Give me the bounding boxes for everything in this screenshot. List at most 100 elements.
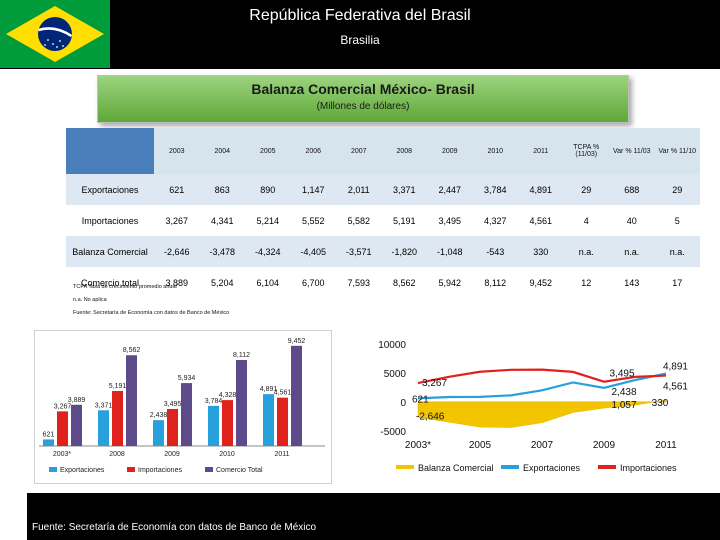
table-cell: 6,104 (245, 267, 291, 298)
table-cell: 3,784 (472, 174, 518, 205)
legend-label: Exportaciones (60, 467, 105, 474)
table-cell: 330 (518, 236, 564, 267)
table-cell: 29 (654, 174, 700, 205)
title-banner: Balanza Comercial México- Brasil (Millon… (97, 75, 629, 123)
table-cell: 40 (609, 205, 655, 236)
bar-comercio-total (71, 404, 82, 446)
column-header: 2010 (472, 128, 518, 174)
bar-value-label: 9,452 (288, 338, 306, 345)
note-source: Fuente: Secretaría de Economía con datos… (73, 310, 230, 316)
bar-value-label: 5,191 (109, 383, 127, 390)
table-cell: -3,571 (336, 236, 382, 267)
table-cell: 9,452 (518, 267, 564, 298)
bar-exportaciones (263, 394, 274, 446)
column-header: 2011 (518, 128, 564, 174)
data-label: 3,495 (609, 369, 634, 380)
table-row: Balanza Comercial -2,646 -3,478 -4,324 -4,40… (66, 236, 700, 267)
legend-swatch (396, 465, 414, 469)
column-header: 2003 (154, 128, 200, 174)
row-label: Balanza Comercial (66, 236, 154, 267)
bar-value-label: 3,889 (68, 397, 86, 404)
bar-exportaciones (208, 405, 219, 446)
bar-value-label: 3,784 (205, 398, 223, 405)
table-row: Comercio total 3,889 5,204 6,104 6,700 7,593 8… (66, 267, 700, 298)
x-tick-label: 2003* (405, 440, 431, 451)
table-cell: 3,889 (154, 267, 200, 298)
data-label: 3,267 (422, 378, 447, 389)
column-header: Var % 11/10 (654, 128, 700, 174)
table-cell: -2,646 (154, 236, 200, 267)
data-label: 1,057 (611, 400, 636, 411)
table-corner (66, 128, 154, 174)
table-cell: 4,891 (518, 174, 564, 205)
bar-comercio-total (126, 355, 137, 446)
legend-swatch (598, 465, 616, 469)
y-tick-label: 0 (400, 398, 406, 409)
bar-importaciones (57, 411, 68, 446)
table-cell: 29 (563, 174, 609, 205)
column-header: 2004 (199, 128, 245, 174)
line-chart-svg: 10000 5000 0 -5000 3,267 621 -2,646 3,495 2,438 1… (378, 340, 688, 473)
bar-exportaciones (153, 420, 164, 446)
data-label: 4,561 (663, 382, 688, 393)
bar-importaciones (222, 400, 233, 446)
table-cell: 4,561 (518, 205, 564, 236)
table-cell: n.a. (654, 236, 700, 267)
legend-swatch (501, 465, 519, 469)
column-header: 2009 (427, 128, 473, 174)
y-tick-label: 5000 (384, 369, 407, 380)
table-cell: 5,552 (290, 205, 336, 236)
trade-balance-table: 2003 2004 2005 2006 2007 2008 2009 2010 2011 TCPA… (66, 128, 700, 298)
table-cell: 6,700 (290, 267, 336, 298)
table-cell: 5,191 (381, 205, 427, 236)
bar-comercio-total (236, 360, 247, 446)
bar-exportaciones (43, 439, 54, 446)
x-tick-label: 2009 (164, 451, 180, 458)
table-cell: 621 (154, 174, 200, 205)
row-label: Exportaciones (66, 174, 154, 205)
bar-value-label: 4,561 (274, 390, 292, 397)
table-cell: 5,204 (199, 267, 245, 298)
data-label: 330 (652, 398, 669, 409)
table-cell: 2,011 (336, 174, 382, 205)
table-cell: 688 (609, 174, 655, 205)
table-cell: 5,582 (336, 205, 382, 236)
column-header: Var % 11/03 (609, 128, 655, 174)
table-cell: 143 (609, 267, 655, 298)
note-tcpa: TCPA Tasa de crecimiento promedio anual (73, 284, 177, 290)
table-cell: 4 (563, 205, 609, 236)
data-label: 2,438 (611, 387, 636, 398)
table-cell: 4,341 (199, 205, 245, 236)
table-cell: 12 (563, 267, 609, 298)
table-row: Exportaciones 621 863 890 1,147 2,011 3,371 2,4… (66, 174, 700, 205)
table-cell: 7,593 (336, 267, 382, 298)
table-cell: 863 (199, 174, 245, 205)
imports-line (417, 368, 667, 385)
table-header-row: 2003 2004 2005 2006 2007 2008 2009 2010 2011 TCPA… (66, 128, 700, 174)
bar-value-label: 3,495 (164, 401, 182, 408)
x-tick-label: 2008 (109, 451, 125, 458)
legend-label: Importaciones (138, 467, 182, 474)
table-cell: -1,820 (381, 236, 427, 267)
column-header: 2006 (290, 128, 336, 174)
bar-comercio-total (291, 345, 302, 446)
table-cell: 5 (654, 205, 700, 236)
table-cell: 890 (245, 174, 291, 205)
footer-source: Fuente: Secretaría de Economía con datos… (32, 522, 317, 533)
table-cell: 3,267 (154, 205, 200, 236)
table-cell: 2,447 (427, 174, 473, 205)
legend-swatch (127, 467, 135, 472)
table-cell: -3,478 (199, 236, 245, 267)
column-header: 2008 (381, 128, 427, 174)
bar-value-label: 4,891 (260, 386, 278, 393)
banner-title: Balanza Comercial México- Brasil (251, 81, 475, 97)
x-tick-label: 2011 (274, 451, 289, 458)
table-cell: n.a. (609, 236, 655, 267)
row-label: Importaciones (66, 205, 154, 236)
balance-area (417, 399, 667, 428)
column-header: 2005 (245, 128, 291, 174)
table-cell: n.a. (563, 236, 609, 267)
bar-value-label: 5,934 (178, 375, 196, 382)
y-tick-label: -5000 (380, 427, 406, 438)
